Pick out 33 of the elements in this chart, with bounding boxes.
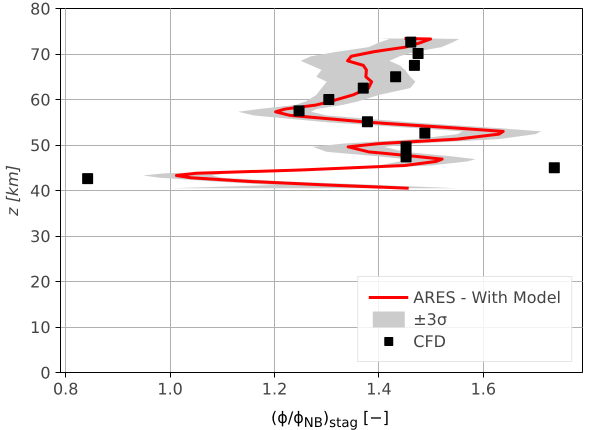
legend-label: ±3σ — [413, 310, 447, 328]
x-tick-label: 0.8 — [52, 380, 78, 398]
x-tick-label: 1.4 — [366, 380, 392, 398]
x-tick-label: 1.0 — [157, 380, 183, 398]
legend-label: CFD — [413, 332, 446, 350]
point — [419, 128, 430, 139]
point — [400, 141, 412, 152]
y-tick-label: 40 — [30, 182, 50, 200]
point — [294, 105, 305, 116]
y-tick-label: 10 — [30, 318, 50, 337]
x-tick-label: 1.6 — [470, 380, 496, 398]
y-tick-label: 80 — [30, 0, 50, 18]
x-tick-label: 1.2 — [262, 380, 288, 398]
point — [405, 36, 416, 48]
y-axis-title: z [km] — [3, 165, 22, 217]
point — [390, 71, 402, 82]
y-tick-label: 0 — [40, 364, 51, 382]
x-axis-title: (ϕ/ϕ$_{NB}$)$_{stag}$ [−] — [271, 407, 389, 430]
y-tick-label: 60 — [30, 90, 50, 110]
y-tick-label: 20 — [30, 272, 50, 292]
point — [358, 82, 369, 94]
point — [362, 116, 373, 128]
point — [82, 173, 94, 184]
point — [412, 48, 424, 60]
point — [323, 94, 334, 105]
y-tick-label: 30 — [30, 227, 50, 246]
y-tick-label: 70 — [30, 45, 50, 64]
y-tick-label: 50 — [30, 136, 50, 155]
point — [548, 162, 560, 174]
point — [408, 60, 420, 71]
line-series — [174, 37, 505, 190]
legend-label: ARES - With Model — [413, 288, 561, 306]
point — [400, 151, 412, 162]
